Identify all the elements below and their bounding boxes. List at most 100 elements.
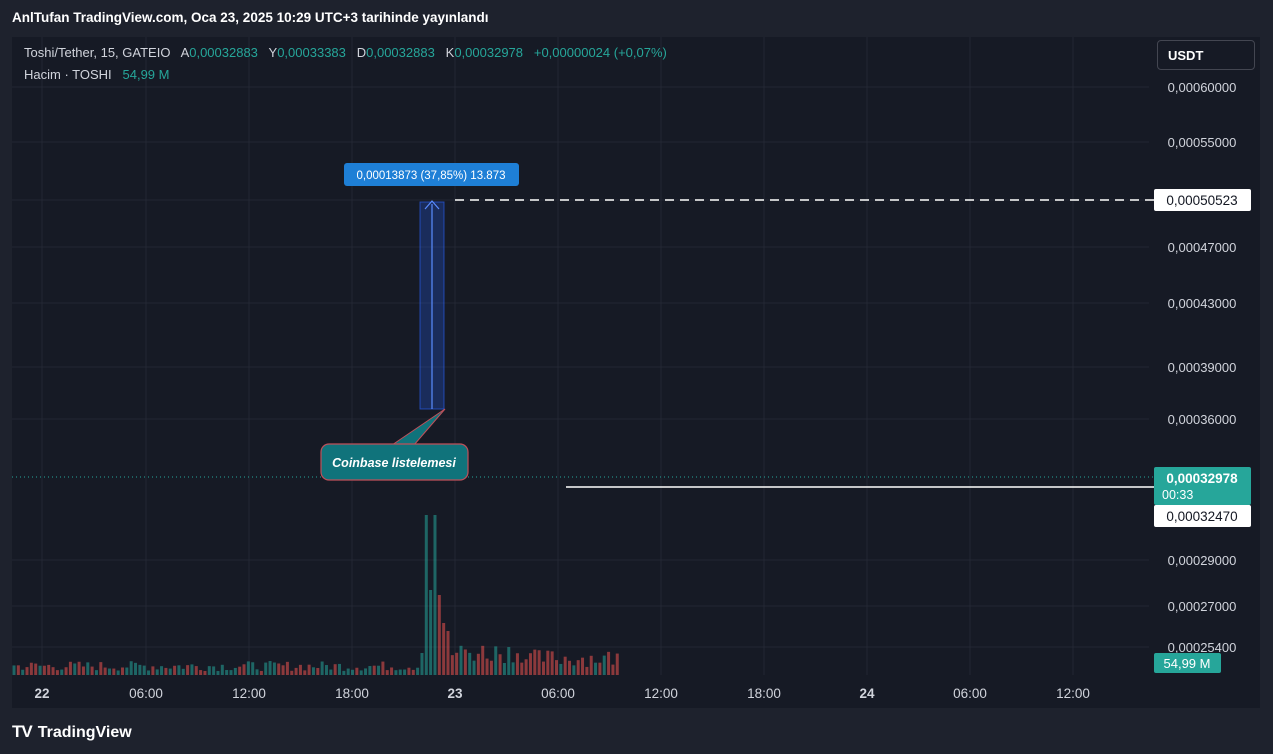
volume-bar xyxy=(446,631,450,675)
volume-bar xyxy=(112,668,116,675)
volume-bar xyxy=(242,664,246,675)
price-tick-label: 0,00025400 xyxy=(1168,640,1237,655)
volume-bar xyxy=(455,652,459,675)
volume-bar xyxy=(546,650,550,675)
overlay-lines xyxy=(12,199,1155,488)
volume-bar xyxy=(303,670,307,675)
volume-bar xyxy=(424,515,428,675)
volume-bar xyxy=(398,669,402,675)
volume-bar xyxy=(594,662,598,675)
volume-bar xyxy=(585,666,589,675)
volume-bar xyxy=(459,645,463,675)
volume-bar xyxy=(81,666,85,675)
volume-bar xyxy=(463,649,467,675)
volume-bar xyxy=(246,661,250,675)
volume-bars xyxy=(12,515,619,675)
volume-bar xyxy=(520,662,524,675)
price-tick-label: 0,00027000 xyxy=(1168,599,1237,614)
price-tick-label: 0,00047000 xyxy=(1168,240,1237,255)
volume-bar xyxy=(559,663,563,675)
volume-bar xyxy=(12,665,16,675)
volume-bar xyxy=(220,664,224,675)
volume-bar xyxy=(233,667,237,675)
price-tick-label: 0,00029000 xyxy=(1168,553,1237,568)
callout-annotation: Coinbase listelemesi xyxy=(320,408,469,481)
price-label-low: 0,00032470 xyxy=(1166,509,1237,524)
volume-bar xyxy=(134,662,138,675)
price-tick-label: 0,00060000 xyxy=(1168,80,1237,95)
volume-bar xyxy=(589,655,593,675)
volume-bar xyxy=(576,660,580,675)
price-label-high-box xyxy=(1154,189,1251,211)
volume-bar xyxy=(407,667,411,675)
symbol-label[interactable]: Toshi/Tether, 15, GATEIO xyxy=(24,45,171,60)
volume-bar xyxy=(568,660,572,675)
volume-bar xyxy=(125,667,129,675)
volume-bar xyxy=(264,662,268,675)
volume-bar xyxy=(607,651,611,675)
volume-bar xyxy=(21,669,25,675)
volume-bar xyxy=(355,667,359,675)
volume-bar xyxy=(581,657,585,675)
volume-bar xyxy=(342,670,346,675)
volume-bar xyxy=(602,655,606,675)
volume-bar xyxy=(151,666,155,675)
volume-bar xyxy=(450,655,454,675)
volume-bar xyxy=(368,666,372,675)
volume-bar xyxy=(147,670,151,675)
volume-bar xyxy=(203,670,207,675)
time-tick-label: 24 xyxy=(859,686,875,701)
price-axis: 0,000600000,000550000,000510000,00047000… xyxy=(1154,80,1251,673)
volume-bar xyxy=(42,665,46,675)
volume-bar xyxy=(611,664,615,675)
volume-bar xyxy=(381,661,385,675)
time-tick-label: 12:00 xyxy=(644,686,678,701)
volume-bar xyxy=(472,660,476,675)
volume-bar xyxy=(290,670,294,675)
volume-bar xyxy=(316,668,320,675)
volume-bar xyxy=(372,665,376,675)
volume-legend: Hacim · TOSHI 54,99 M xyxy=(24,67,169,82)
volume-bar xyxy=(177,665,181,675)
time-tick-label: 18:00 xyxy=(747,686,781,701)
volume-bar xyxy=(468,652,472,675)
volume-bar xyxy=(238,666,242,675)
time-axis: 22 06:00 12:00 18:00 23 06:00 12:00 18:00 24 06:0… xyxy=(34,686,1089,701)
volume-bar xyxy=(94,670,98,675)
volume-bar xyxy=(563,656,567,675)
volume-value: 54,99 M xyxy=(122,67,170,82)
volume-bar xyxy=(64,667,68,675)
volume-bar xyxy=(411,669,415,675)
price-tick-label: 0,00039000 xyxy=(1168,360,1237,375)
price-chart[interactable]: 0,00013873 (37,85%) 13.873 Coinbase list… xyxy=(12,37,1260,708)
volume-bar xyxy=(199,670,203,675)
countdown-label: 00:33 xyxy=(1162,488,1193,502)
footer-brand[interactable]: TV TradingView xyxy=(12,722,132,742)
volume-label[interactable]: Hacim · TOSHI xyxy=(24,67,112,82)
volume-bar xyxy=(359,670,363,675)
volume-bar xyxy=(55,670,59,675)
chart-panel[interactable]: 0,00013873 (37,85%) 13.873 Coinbase list… xyxy=(12,37,1260,708)
volume-bar xyxy=(60,669,64,675)
close-key: K xyxy=(445,45,455,60)
close-value: 0,00032978 xyxy=(454,45,524,60)
last-price-label: 0,00032978 xyxy=(1166,471,1238,486)
currency-button[interactable]: USDT xyxy=(1157,40,1255,70)
volume-bar xyxy=(285,661,289,675)
callout-pointer xyxy=(390,408,446,446)
volume-bar xyxy=(515,653,519,675)
volume-bar xyxy=(68,661,72,675)
volume-bar xyxy=(281,665,285,675)
volume-bar xyxy=(216,670,220,675)
measure-label: 0,00013873 (37,85%) 13.873 xyxy=(357,170,506,182)
volume-bar xyxy=(333,664,337,675)
volume-bar xyxy=(116,670,120,675)
volume-bar xyxy=(77,661,81,675)
volume-bar xyxy=(34,663,38,675)
volume-bar xyxy=(164,667,168,675)
volume-bar xyxy=(498,654,502,675)
published-by-line: AnlTufan TradingView.com, Oca 23, 2025 1… xyxy=(12,10,489,25)
volume-bar xyxy=(311,667,315,675)
volume-bar xyxy=(320,661,324,675)
volume-bar xyxy=(129,661,133,675)
